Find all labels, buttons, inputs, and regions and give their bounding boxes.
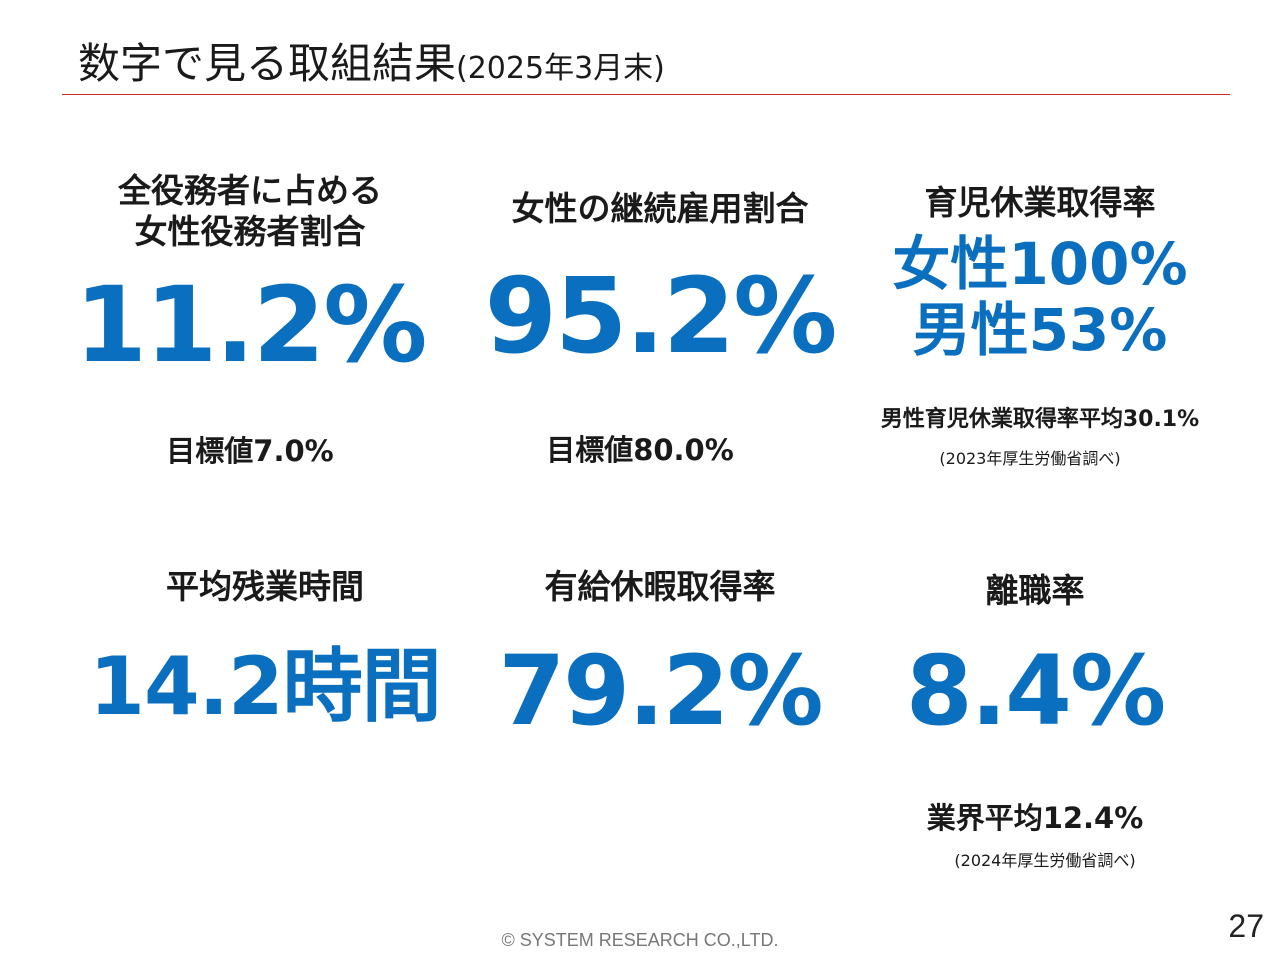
metric-target: 目標値7.0% [166,434,334,468]
metric-childcare-leave: 育児休業取得率 女性100% 男性53% 男性育児休業取得率平均30.1% (2… [860,182,1220,469]
metric-turnover: 離職率 8.4% 業界平均12.4% (2024年厚生労働省調べ) [845,570,1225,871]
metric-label: 離職率 [985,571,1085,610]
metric-value-female: 女性100% [892,230,1188,298]
metric-label: 全役務者に占める 女性役務者割合 [60,170,440,252]
metric-label-line-1: 全役務者に占める [118,171,382,210]
metric-average: 男性育児休業取得率平均30.1% [880,407,1200,432]
metric-paid-leave: 有給休暇取得率 79.2% [470,566,850,747]
metric-label: 有給休暇取得率 [544,567,776,606]
metric-female-retention: 女性の継続雇用割合 95.2% 目標値80.0% [465,188,855,469]
metric-value: 8.4% [905,635,1166,747]
metric-label: 平均残業時間 [166,567,364,606]
title-main: 数字で見る取組結果 [78,39,457,88]
metric-target: 目標値80.0% [546,433,734,467]
metric-label-line-2: 女性役務者割合 [134,212,366,251]
metric-value: 95.2% [484,255,838,377]
metric-value-male: 男性53% [912,296,1168,364]
title-divider [62,94,1230,95]
page-number: 27 [1228,908,1264,944]
metric-source: (2023年厚生労働省調べ) [939,449,1121,468]
metric-label: 女性の継続雇用割合 [511,189,809,228]
metric-value: 11.2% [74,264,428,386]
metric-value: 79.2% [498,635,823,747]
metric-value: 14.2時間 [89,640,441,733]
metric-avg-overtime: 平均残業時間 14.2時間 [75,566,455,737]
metric-source: (2024年厚生労働省調べ) [954,851,1136,870]
metric-female-officer-ratio: 全役務者に占める 女性役務者割合 11.2% 目標値7.0% [60,170,440,470]
metric-average: 業界平均12.4% [926,801,1144,835]
title-subtitle: (2025年3月末) [456,51,665,86]
page-title: 数字で見る取組結果(2025年3月末) [78,30,665,91]
metric-label: 育児休業取得率 [924,183,1156,222]
copyright: © SYSTEM RESEARCH CO.,LTD. [501,930,779,950]
